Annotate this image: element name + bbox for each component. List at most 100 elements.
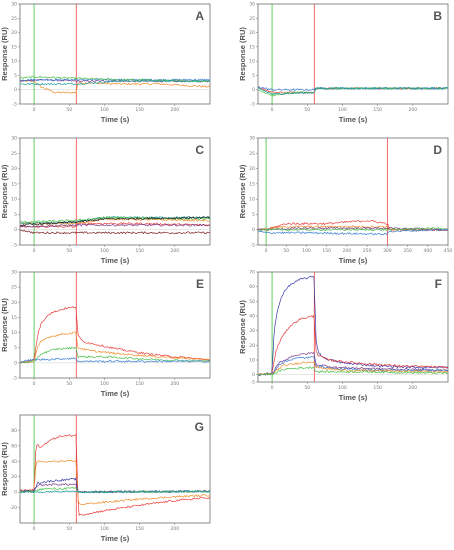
- y-tick-label: 0: [14, 227, 17, 233]
- panel-b: -5 0 5 10 15 20 25 30 0 50 100 150 200 Response (RU) T…: [238, 2, 449, 124]
- y-tick-label: 5: [14, 212, 17, 218]
- series-line-1: [258, 275, 448, 376]
- x-tick-label: 150: [373, 107, 382, 113]
- y-tick-label: 30: [249, 136, 255, 142]
- series-line-2: [20, 459, 210, 506]
- series-line-1: [20, 434, 210, 516]
- y-tick-label: 10: [11, 197, 17, 203]
- x-tick-label: 200: [171, 107, 180, 113]
- series-line-4: [20, 217, 210, 226]
- x-tick-label: 100: [100, 526, 109, 532]
- plot-frame: [257, 137, 449, 246]
- y-axis-label: Response (RU): [0, 298, 9, 352]
- y-tick-label: 10: [249, 197, 255, 203]
- series-line-2: [20, 331, 210, 364]
- y-tick-label: 30: [249, 2, 255, 8]
- y-tick-label: 20: [11, 474, 17, 480]
- x-tick-label: 0: [33, 107, 36, 113]
- series-line-5: [20, 79, 210, 86]
- series-line-4: [20, 357, 210, 363]
- y-tick-label: 70: [249, 270, 255, 276]
- y-tick-label: 10: [11, 330, 17, 336]
- panel-letter: G: [195, 420, 204, 434]
- y-tick-label: 0: [252, 227, 255, 233]
- x-tick-label: 100: [302, 248, 311, 254]
- x-tick-label: 50: [66, 107, 72, 113]
- y-tick-label: 60: [11, 443, 17, 449]
- y-tick-label: 50: [249, 299, 255, 305]
- series-line-6: [20, 489, 210, 494]
- series-line-4: [20, 75, 210, 83]
- y-tick-label: 20: [249, 30, 255, 36]
- series-line-2: [258, 225, 448, 232]
- x-tick-label: 50: [66, 248, 72, 254]
- x-tick-label: 200: [171, 248, 180, 254]
- y-tick-label: -5: [251, 102, 256, 108]
- x-axis-label: Time (s): [101, 534, 130, 543]
- series-line-5: [258, 361, 448, 376]
- x-tick-label: 100: [100, 248, 109, 254]
- y-tick-label: 30: [249, 328, 255, 334]
- y-tick-label: -5: [13, 102, 18, 108]
- x-axis-label: Time (s): [101, 256, 130, 265]
- panel-letter: F: [435, 277, 442, 291]
- x-tick-label: 450: [444, 248, 453, 254]
- x-tick-label: 50: [304, 107, 310, 113]
- y-tick-label: 0: [14, 490, 17, 496]
- y-tick-label: 15: [11, 44, 17, 50]
- y-tick-label: 5: [14, 345, 17, 351]
- plot-frame: [19, 3, 211, 105]
- panel-e: -5 0 5 10 15 20 25 30 0 50 100 150 200 Response (RU) T…: [0, 270, 211, 398]
- y-tick-label: 15: [11, 315, 17, 321]
- series-line-4: [20, 483, 210, 494]
- y-tick-label: 15: [249, 44, 255, 50]
- x-tick-label: 0: [265, 248, 268, 254]
- panel-letter: C: [195, 143, 204, 157]
- y-tick-label: -5: [13, 243, 18, 249]
- x-axis-label: Time (s): [339, 393, 368, 402]
- plot-frame: [19, 414, 211, 524]
- y-tick-label: 5: [252, 73, 255, 79]
- x-tick-label: 250: [363, 248, 372, 254]
- series-line-4: [258, 86, 448, 95]
- y-tick-label: 0: [14, 360, 17, 366]
- series-line-3: [20, 346, 210, 364]
- panel-c: -5 0 5 10 15 20 25 30 0 50 100 150 200 Response (RU) T…: [0, 136, 211, 265]
- x-tick-label: 300: [383, 248, 392, 254]
- y-tick-label: 30: [11, 2, 17, 8]
- y-tick-label: 5: [14, 73, 17, 79]
- x-tick-label: 400: [423, 248, 432, 254]
- y-tick-label: 60: [249, 284, 255, 290]
- y-tick-label: 40: [11, 459, 17, 465]
- x-axis-label: Time (s): [339, 115, 368, 124]
- x-tick-label: 100: [338, 385, 347, 391]
- y-tick-label: 40: [249, 314, 255, 320]
- series-line-1: [20, 229, 210, 235]
- series-line-2: [20, 222, 210, 229]
- y-axis-label: Response (RU): [0, 27, 9, 81]
- x-tick-label: 350: [403, 248, 412, 254]
- y-tick-label: 0: [252, 87, 255, 93]
- x-axis-label: Time (s): [101, 389, 130, 398]
- series-line-3: [20, 223, 210, 228]
- y-tick-label: 25: [11, 285, 17, 291]
- y-tick-label: 25: [249, 151, 255, 157]
- y-tick-label: 20: [11, 166, 17, 172]
- series-line-6: [20, 216, 210, 224]
- y-tick-label: 5: [252, 212, 255, 218]
- series-line-2: [258, 314, 448, 376]
- y-tick-label: 20: [249, 166, 255, 172]
- x-axis-label: Time (s): [101, 115, 130, 124]
- x-tick-label: 0: [33, 381, 36, 387]
- series-line-7: [20, 216, 210, 227]
- y-tick-label: 15: [11, 181, 17, 187]
- series-line-1: [20, 79, 210, 94]
- y-tick-label: 20: [11, 30, 17, 36]
- panel-g: -20 0 20 40 60 80 0 50 100 150 200 Response (RU) Tim…: [0, 414, 211, 543]
- x-tick-label: 100: [100, 107, 109, 113]
- panel-letter: D: [433, 143, 442, 157]
- y-tick-label: 10: [249, 59, 255, 65]
- x-tick-label: 0: [33, 526, 36, 532]
- x-tick-label: 0: [33, 248, 36, 254]
